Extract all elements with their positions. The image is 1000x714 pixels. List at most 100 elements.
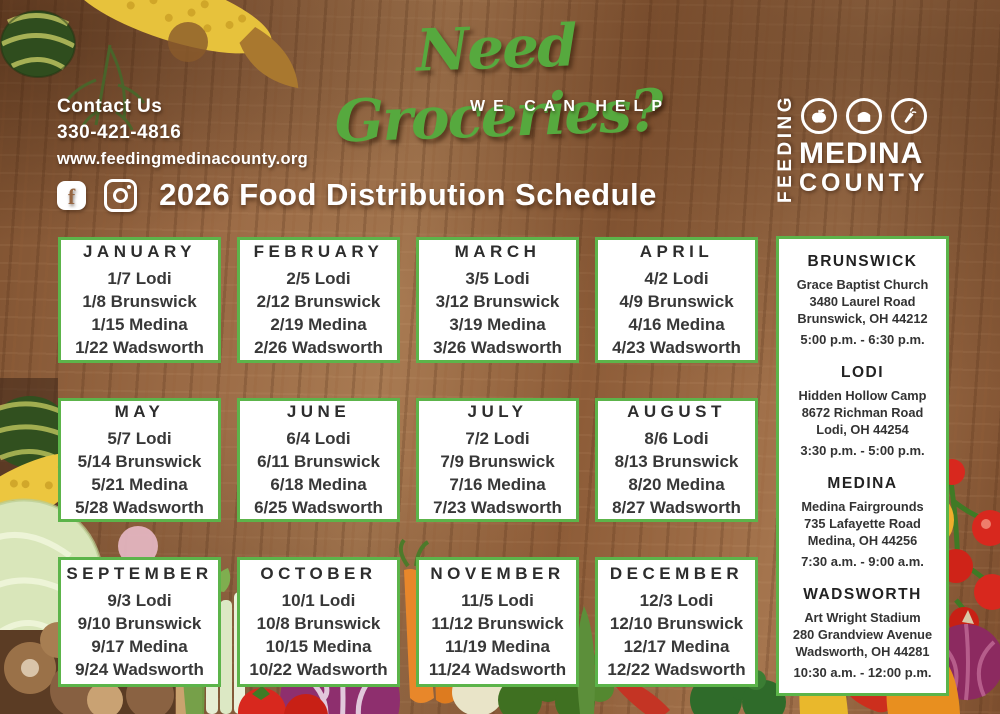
location-venue: Grace Baptist Church: [796, 277, 929, 292]
month-card-may: MAY 5/7 Lodi 5/14 Brunswick 5/21 Medina …: [58, 398, 221, 522]
schedule-entry: 1/22 Wadsworth: [75, 337, 204, 357]
schedule-entry: 5/28 Wadsworth: [75, 497, 204, 517]
headline-script: Need Groceries?: [333, 11, 663, 156]
location-medina: MEDINA Medina Fairgrounds 735 Lafayette …: [782, 475, 943, 569]
month-card-december: DECEMBER 12/3 Lodi 12/10 Brunswick 12/17…: [595, 557, 758, 687]
schedule-entry: 10/1 Lodi: [281, 590, 356, 610]
schedule-entry: 12/22 Wadsworth: [607, 659, 746, 679]
location-street: 8672 Richman Road: [801, 405, 924, 420]
schedule-entry: 12/3 Lodi: [639, 590, 714, 610]
schedule-entry: 3/19 Medina: [449, 314, 546, 334]
schedule-entry: 2/12 Brunswick: [256, 291, 381, 311]
schedule-entry: 5/14 Brunswick: [77, 451, 202, 471]
schedule-entry: 6/25 Wadsworth: [254, 497, 383, 517]
location-name: LODI: [840, 364, 885, 381]
schedule-entry: 9/10 Brunswick: [77, 613, 202, 633]
schedule-entry: 12/10 Brunswick: [609, 613, 744, 633]
schedule-entry: 5/7 Lodi: [107, 428, 172, 448]
headline-subtitle: WE CAN HELP: [470, 98, 670, 115]
schedule-entry: 4/9 Brunswick: [619, 291, 734, 311]
carrot-icon: [891, 98, 927, 134]
schedule-entry: 7/16 Medina: [449, 474, 546, 494]
logo-circles: [801, 98, 929, 134]
location-brunswick: BRUNSWICK Grace Baptist Church 3480 Laur…: [782, 253, 943, 347]
logo-name-line1: MEDINA: [799, 137, 924, 170]
month-card-february: FEBRUARY 2/5 Lodi 2/12 Brunswick 2/19 Me…: [237, 237, 400, 363]
month-grid: JANUARY 1/7 Lodi 1/8 Brunswick 1/15 Medi…: [58, 237, 758, 687]
month-card-january: JANUARY 1/7 Lodi 1/8 Brunswick 1/15 Medi…: [58, 237, 221, 363]
social-icons: f: [57, 179, 308, 212]
schedule-entry: 11/24 Wadsworth: [428, 659, 567, 679]
schedule-entry: 7/2 Lodi: [465, 428, 530, 448]
month-name: SEPTEMBER: [66, 563, 213, 583]
month-name: MAY: [114, 401, 165, 421]
gourd-icon: [0, 10, 76, 78]
month-name: JULY: [467, 401, 528, 421]
month-card-november: NOVEMBER 11/5 Lodi 11/12 Brunswick 11/19…: [416, 557, 579, 687]
month-name: FEBRUARY: [253, 241, 384, 261]
schedule-entry: 10/8 Brunswick: [256, 613, 381, 633]
location-wadsworth: WADSWORTH Art Wright Stadium 280 Grandvi…: [782, 586, 943, 680]
schedule-entry: 6/18 Medina: [270, 474, 367, 494]
bread-icon: [846, 98, 882, 134]
schedule-entry: 1/15 Medina: [91, 314, 188, 334]
location-hours: 3:30 p.m. - 5:00 p.m.: [800, 443, 925, 458]
schedule-entry: 1/8 Brunswick: [82, 291, 197, 311]
schedule-entry: 11/5 Lodi: [461, 590, 534, 610]
schedule-entry: 2/26 Wadsworth: [254, 337, 383, 357]
month-name: JANUARY: [82, 241, 197, 261]
schedule-entry: 8/27 Wadsworth: [612, 497, 741, 517]
logo-name-line2: COUNTY: [799, 169, 929, 197]
location-name: BRUNSWICK: [807, 253, 918, 270]
feeding-medina-county-logo: FEEDING: [773, 94, 929, 203]
month-card-july: JULY 7/2 Lodi 7/9 Brunswick 7/16 Medina …: [416, 398, 579, 522]
schedule-entry: 4/2 Lodi: [644, 268, 709, 288]
locations-panel: BRUNSWICK Grace Baptist Church 3480 Laur…: [776, 236, 949, 696]
apple-icon: [801, 98, 837, 134]
month-name: DECEMBER: [609, 563, 744, 583]
schedule-entry: 8/20 Medina: [628, 474, 725, 494]
location-city: Wadsworth, OH 44281: [795, 644, 930, 659]
location-venue: Medina Fairgrounds: [801, 499, 924, 514]
schedule-entry: 4/23 Wadsworth: [612, 337, 741, 357]
schedule-entry: 7/9 Brunswick: [440, 451, 555, 471]
schedule-entry: 11/19 Medina: [445, 636, 550, 656]
month-card-june: JUNE 6/4 Lodi 6/11 Brunswick 6/18 Medina…: [237, 398, 400, 522]
instagram-icon: [104, 179, 137, 212]
page-title: 2026 Food Distribution Schedule: [159, 177, 657, 212]
location-street: 3480 Laurel Road: [809, 294, 916, 309]
location-city: Lodi, OH 44254: [816, 422, 909, 437]
month-card-april: APRIL 4/2 Lodi 4/9 Brunswick 4/16 Medina…: [595, 237, 758, 363]
month-name: JUNE: [286, 401, 351, 421]
tomatoes-icon: [238, 686, 328, 714]
schedule-entry: 7/23 Wadsworth: [433, 497, 562, 517]
schedule-entry: 4/16 Medina: [628, 314, 725, 334]
schedule-entry: 3/12 Brunswick: [435, 291, 560, 311]
logo-right: MEDINA COUNTY: [799, 94, 929, 203]
schedule-entry: 6/11 Brunswick: [257, 451, 380, 471]
month-name: OCTOBER: [260, 563, 377, 583]
schedule-entry: 10/22 Wadsworth: [249, 659, 388, 679]
month-name: AUGUST: [627, 401, 726, 421]
location-hours: 5:00 p.m. - 6:30 p.m.: [800, 332, 925, 347]
month-card-september: SEPTEMBER 9/3 Lodi 9/10 Brunswick 9/17 M…: [58, 557, 221, 687]
schedule-entry: 11/12 Brunswick: [431, 613, 564, 633]
facebook-icon: f: [57, 181, 86, 210]
schedule-entry: 2/5 Lodi: [286, 268, 351, 288]
month-card-march: MARCH 3/5 Lodi 3/12 Brunswick 3/19 Medin…: [416, 237, 579, 363]
schedule-entry: 10/15 Medina: [265, 636, 372, 656]
schedule-entry: 8/13 Brunswick: [614, 451, 739, 471]
month-card-august: AUGUST 8/6 Lodi 8/13 Brunswick 8/20 Medi…: [595, 398, 758, 522]
schedule-entry: 9/3 Lodi: [107, 590, 172, 610]
location-venue: Hidden Hollow Camp: [798, 388, 927, 403]
schedule-entry: 9/17 Medina: [91, 636, 188, 656]
location-name: WADSWORTH: [803, 586, 922, 603]
month-name: APRIL: [639, 241, 714, 261]
schedule-entry: 12/17 Medina: [623, 636, 730, 656]
month-name: MARCH: [454, 241, 541, 261]
location-lodi: LODI Hidden Hollow Camp 8672 Richman Roa…: [782, 364, 943, 458]
contact-website: www.feedingmedinacounty.org: [57, 150, 309, 168]
schedule-entry: 1/7 Lodi: [107, 268, 172, 288]
schedule-entry: 9/24 Wadsworth: [75, 659, 204, 679]
